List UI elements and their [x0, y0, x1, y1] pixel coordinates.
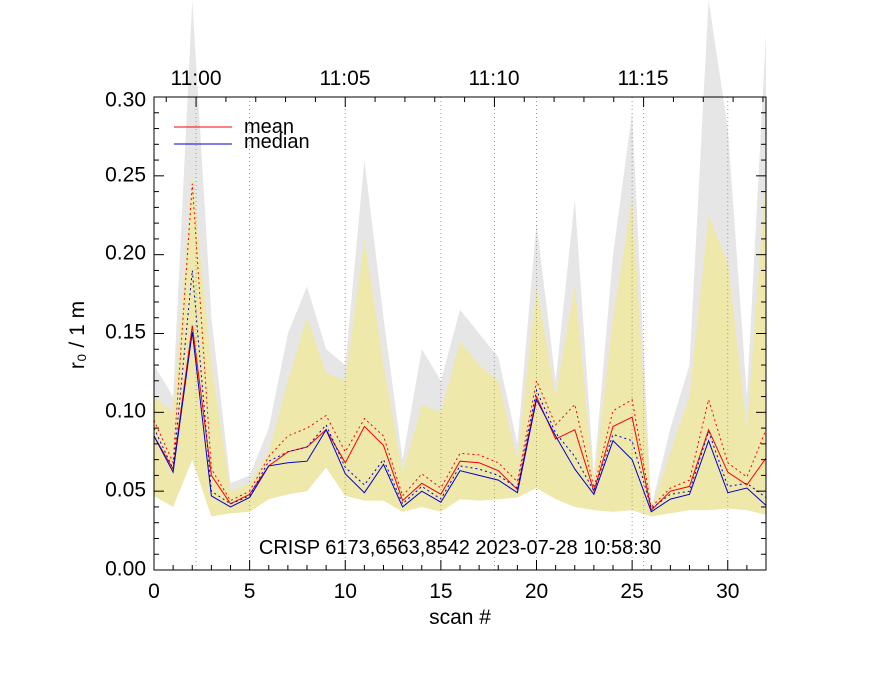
x-tick-label: 15 [429, 580, 452, 603]
confidence-bands [154, 0, 766, 517]
series-line-mean [154, 325, 766, 512]
legend-mean-label: mean [244, 116, 294, 138]
x-tick-label: 10 [334, 580, 357, 603]
y-tick-labels: 0.00 0.05 0.10 0.15 0.20 0.25 0.30 [105, 89, 146, 581]
x-axis-title: scan # [429, 606, 491, 629]
top-time-labels: 11:00 11:05 11:10 11:15 [171, 67, 669, 90]
x-tick-label: 30 [716, 580, 739, 603]
y-tick-label: 0.00 [105, 558, 146, 581]
y-tick-label: 0.15 [105, 321, 146, 344]
x-tick-label: 20 [525, 580, 548, 603]
series-lines [154, 183, 766, 513]
band-upper-yellow [154, 175, 766, 517]
y-tick-label: 0.05 [105, 479, 146, 502]
series-line-median [154, 331, 766, 513]
legend-median-label: median [244, 131, 310, 153]
x-tick-label: 5 [244, 580, 256, 603]
y-tick-label: 0.30 [105, 89, 146, 112]
x-tick-label: 25 [620, 580, 643, 603]
y-tick-label: 0.10 [105, 400, 146, 423]
y-tick-label: 0.20 [105, 242, 146, 265]
vertical-grid-lines [195, 97, 729, 570]
y-axis-title: r₀ / 1 m [66, 301, 89, 369]
instrument-annotation: CRISP 6173,6563,8542 2023-07-28 10:58:30 [259, 537, 661, 559]
top-tick-label: 11:00 [171, 67, 222, 90]
x-tick-label: 0 [148, 580, 160, 603]
axis-ticks [153, 96, 767, 571]
top-tick-label: 11:05 [320, 67, 371, 90]
y-tick-label: 0.25 [105, 164, 146, 187]
top-tick-label: 11:10 [469, 67, 520, 90]
x-tick-labels: 0 5 10 15 20 25 30 [148, 580, 739, 603]
legend: mean median [174, 116, 310, 153]
top-tick-label: 11:15 [618, 67, 669, 90]
